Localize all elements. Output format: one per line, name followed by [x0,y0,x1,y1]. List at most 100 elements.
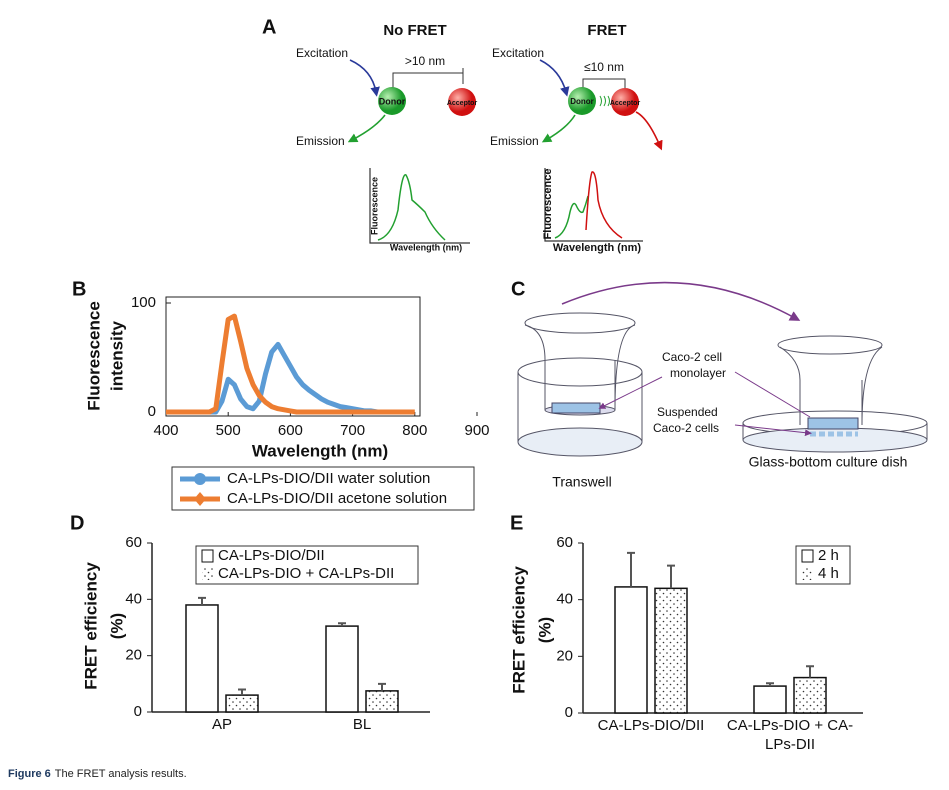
spectrum [377,174,446,241]
legend-box [195,545,419,585]
y-axis-label: FRET efficiency [509,566,528,694]
emission-arrow [635,111,663,151]
legend-swatch [202,568,213,580]
x-tick-label: 400 [153,422,178,439]
annotation: Caco-2 cells [653,421,719,435]
legend-marker [194,492,206,506]
bar [365,690,399,713]
well [517,357,643,387]
distance-bracket [582,78,626,88]
pointer [598,376,663,409]
y-tick-label: 40 [556,591,573,608]
distance-label: ≤10 nm [584,60,624,74]
acceptor [448,88,476,116]
legend-label: CA-LPs-DIO + CA-LPs-DII [218,565,394,582]
insert [524,312,636,334]
spectrum [585,171,623,239]
y-axis-label: (%) [107,613,126,639]
panel-label: E [510,512,523,534]
x-axis-label: Wavelength (nm) [252,441,388,460]
error-bar [627,551,635,587]
excitation-arrow [349,59,380,97]
distance-bracket [392,68,464,90]
monolayer [551,402,601,414]
data-line [166,313,415,415]
well [517,427,643,457]
error-bar [806,665,814,678]
y-tick-label: 0 [148,403,156,420]
x-tick-label: BL [352,716,372,733]
caption-text: The FRET analysis results. [54,768,187,780]
panel-a: A No FRET FRET Excitation >10 nm Donor A… [262,16,663,254]
donor-label: Donor [379,96,406,106]
acceptor-label: Acceptor [610,100,641,107]
y-label: Fluorescence [542,169,554,240]
donor [568,87,596,115]
x-tick-label: 500 [216,422,241,439]
legend-swatch [802,568,813,580]
y-tick-label: 20 [556,647,573,664]
legend-label: 4 h [818,565,839,582]
error-bar [338,622,346,627]
annotation: Caco-2 cell [662,350,722,364]
y-axis-label: Fluorescence [84,301,103,411]
donor-label: Donor [570,97,594,106]
excitation-arrow [539,59,570,97]
annotation: Transwell [552,474,611,490]
error-bar [238,688,246,696]
y-axis-label: intensity [107,321,126,391]
x-tick-label: 600 [278,422,303,439]
well [517,372,643,442]
x-label: Wavelength (nm) [390,242,462,252]
pointer [734,371,810,433]
caption-label: Figure 6 [8,768,51,780]
acceptor-label: Acceptor [447,100,478,107]
y-label: Fluorescence [369,177,379,235]
donor [378,87,406,115]
error-bar [766,682,774,687]
x-label: Wavelength (nm) [553,242,642,254]
y-axis-label: (%) [535,617,554,643]
y-tick-label: 20 [125,647,142,664]
legend-label: 2 h [818,547,839,564]
emission-arrow [347,114,386,143]
y-axis-label: FRET efficiency [81,562,100,690]
bar [325,625,359,713]
y-tick-label: 0 [565,704,573,721]
x-tick-label: 800 [402,422,427,439]
error-bar [667,564,675,589]
excitation-label: Excitation [492,46,544,60]
monolayer [807,417,859,430]
panel-label: D [70,512,84,534]
x-tick-label: 900 [464,422,489,439]
emission-label: Emission [490,134,539,148]
distance-label: >10 nm [405,54,445,68]
bar [753,685,787,714]
transfer-arrow [561,281,801,321]
legend-swatch [801,549,814,563]
bar [185,604,219,713]
bar [614,586,648,714]
legend-label: CA-LPs-DIO/DII water solution [227,470,430,487]
bar [225,694,259,713]
axes [544,168,643,242]
dish [742,427,928,453]
axes [369,168,470,244]
legend-swatch [201,549,214,563]
excitation-label: Excitation [296,46,348,60]
panel-title: No FRET [383,22,446,39]
insert [779,346,883,426]
x-tick-label: CA-LPs-DIO + CA-LPs-DII [726,717,854,753]
panel-title: FRET [587,22,626,39]
error-bar [198,596,206,605]
data-line [209,341,384,415]
bar [654,587,688,714]
annotation: Suspended [657,405,718,419]
legend-label: CA-LPs-DIO/DII acetone solution [227,490,447,507]
bar [793,676,827,714]
insert [777,335,883,355]
y-tick-label: 60 [556,534,573,551]
insert [524,324,636,411]
